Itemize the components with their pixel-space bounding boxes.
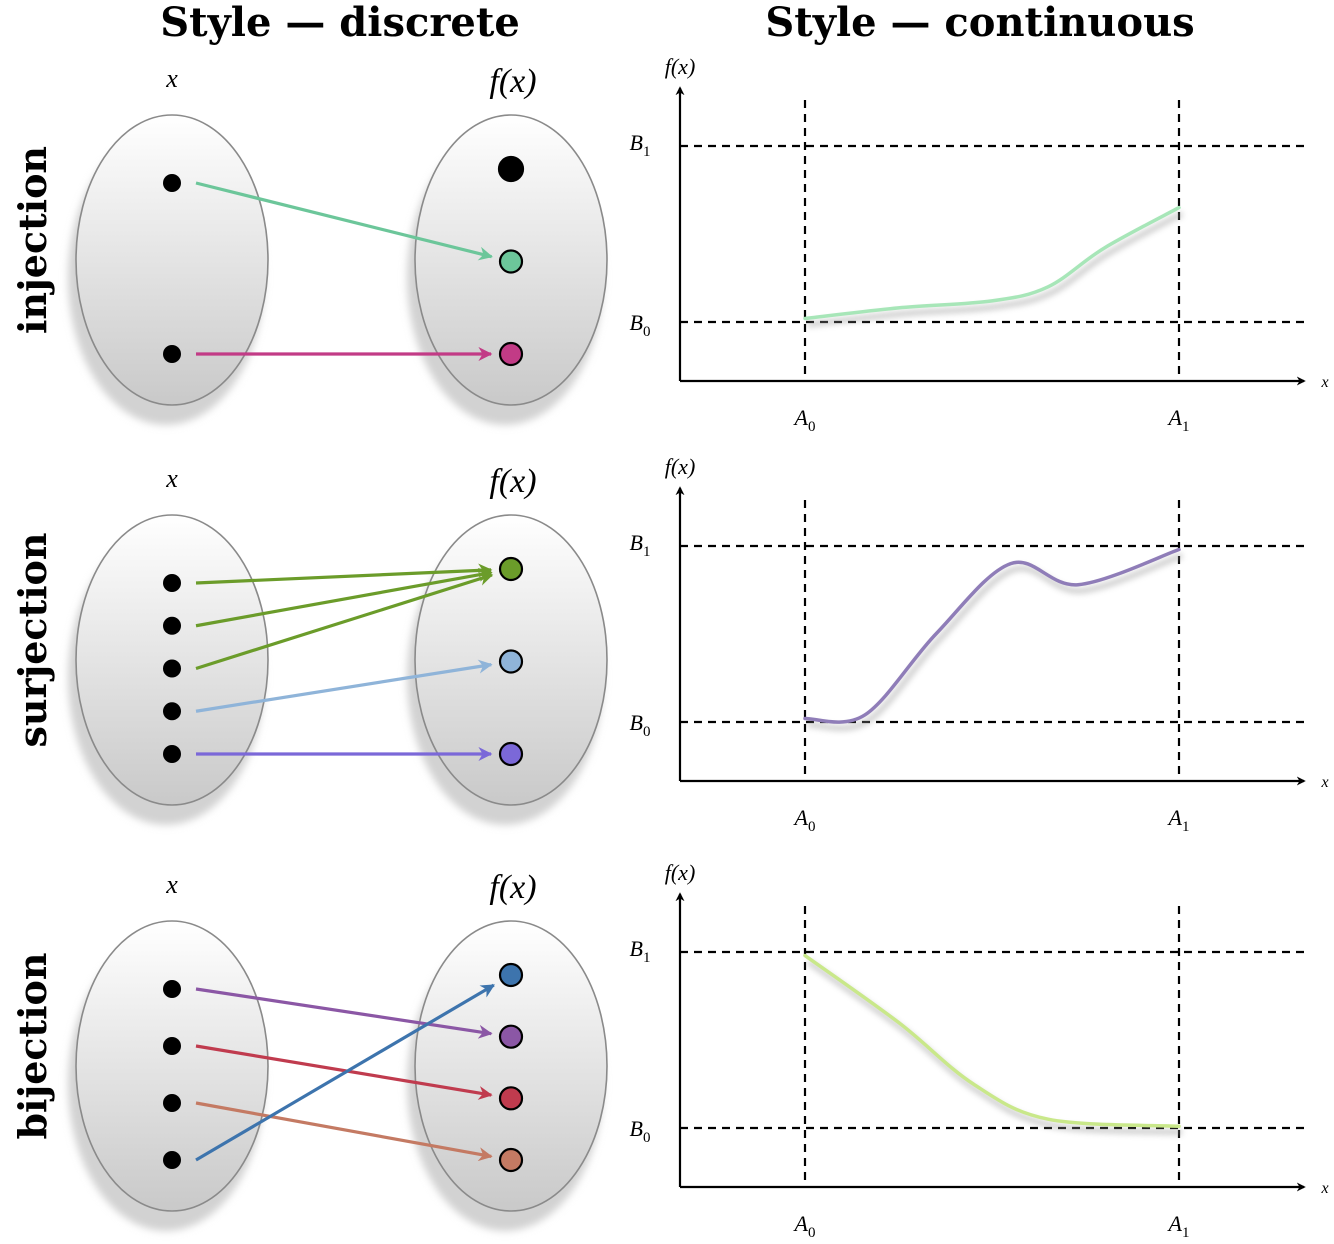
row-bijection: bijection x f(x) x f(x) A0 A1 B1 B0 [10,860,1329,1241]
mapping-arrow [195,563,493,585]
domain-point [163,659,181,678]
codomain-label: f(x) [489,463,536,500]
row-label-injection: injection [10,146,55,334]
domain-point [163,1151,181,1169]
tick-label-B0: B0 [630,310,651,340]
tick-label-A1: A1 [1167,405,1190,435]
codomain-label: f(x) [489,63,536,100]
x-axis-label: x [1320,374,1328,391]
row-injection: injection x f(x) x f(x) A0 A1 B1 B0 [10,54,1329,435]
rows-container: injection x f(x) x f(x) A0 A1 B1 B0 surjection x f(… [10,54,1329,1241]
codomain-point [498,249,524,274]
codomain-point [498,556,524,582]
mapping-arrow [195,181,493,261]
tick-label-A0: A0 [793,405,816,435]
codomain-set [414,920,608,1212]
y-axis-label: f(x) [665,54,696,79]
domain-point [163,745,181,763]
domain-point [163,345,181,363]
y-axis-label: f(x) [665,860,696,885]
codomain-point [498,1147,524,1173]
mapping-arrow [195,983,495,1162]
discrete-title: Style — discrete [160,0,520,46]
domain-point [163,980,181,998]
mapping-arrow [195,567,493,628]
domain-point [163,574,181,592]
domain-point [163,1094,181,1112]
tick-label-B0: B0 [630,710,651,740]
tick-label-B1: B1 [630,530,651,560]
tick-label-A1: A1 [1167,1211,1190,1241]
domain-point [163,616,181,635]
row-surjection: surjection x f(x) x f(x) A0 A1 B1 B0 [10,454,1329,835]
mapping-arrow [195,1101,493,1162]
codomain-label: f(x) [489,869,536,906]
tick-label-A1: A1 [1167,805,1190,835]
function-curve [803,953,1181,1128]
function-curve [803,205,1181,321]
row-label-surjection: surjection [10,532,55,747]
domain-point [163,174,181,192]
codomain-point [498,962,524,988]
domain-point [163,702,181,721]
curve-shadow [807,210,1184,328]
codomain-point [497,155,525,183]
tick-label-A0: A0 [793,1211,816,1241]
x-axis-label: x [1320,774,1328,791]
curve-shadow [806,959,1183,1136]
domain-point [163,1037,181,1055]
domain-label: x [165,870,178,899]
codomain-point [498,1086,524,1111]
row-label-bijection: bijection [10,952,55,1139]
domain-label: x [165,464,178,493]
y-axis-label: f(x) [665,454,696,479]
mapping-arrow [195,659,493,713]
codomain-point [498,741,524,767]
codomain-point [498,649,524,674]
x-axis-label: x [1320,1180,1328,1197]
codomain-point [498,1024,524,1049]
function-curve [803,547,1181,724]
mapping-arrow [195,1044,493,1100]
codomain-point [498,341,524,367]
mapping-arrow [195,987,493,1039]
tick-label-A0: A0 [793,805,816,835]
mapping-arrow [195,572,494,671]
tick-label-B0: B0 [630,1116,651,1146]
tick-label-B1: B1 [630,936,651,966]
tick-label-B1: B1 [630,130,651,160]
continuous-title: Style — continuous [765,0,1194,46]
domain-label: x [165,64,178,93]
curve-shadow [807,552,1184,732]
